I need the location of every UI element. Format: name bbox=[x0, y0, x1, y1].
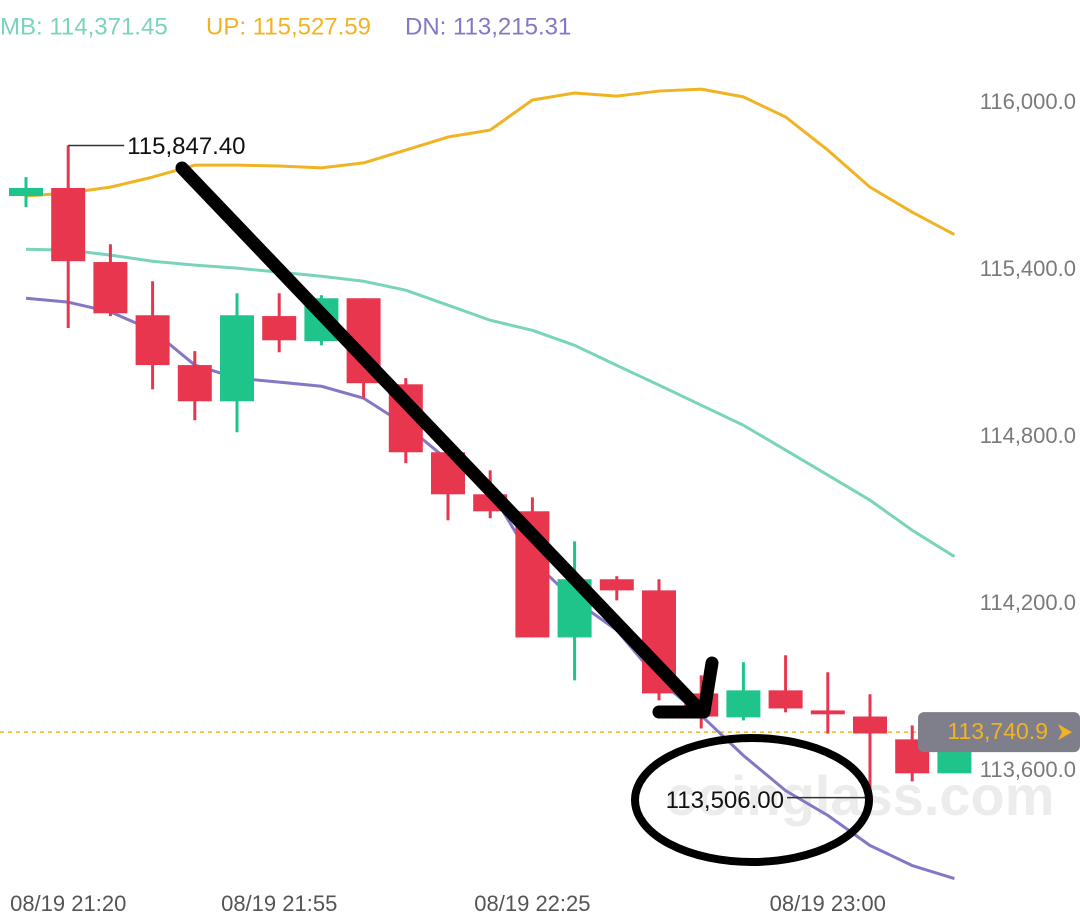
y-tick-label: 113,600.0 bbox=[980, 757, 1076, 782]
candle-body bbox=[220, 315, 254, 402]
candle-body bbox=[853, 716, 887, 734]
x-tick-label: 08/19 23:00 bbox=[770, 891, 886, 916]
plot-back: coinglass.com116,000.0115,400.0114,800.0… bbox=[0, 13, 1076, 916]
candle-body bbox=[93, 262, 128, 314]
drawn-arrow-head bbox=[652, 656, 719, 719]
y-tick-label: 114,200.0 bbox=[980, 590, 1076, 615]
y-tick-label: 115,400.0 bbox=[980, 256, 1076, 281]
candle-body bbox=[810, 710, 845, 715]
plot: 115,847.40 113,506.00 113,740.9 bbox=[9, 87, 1080, 880]
y-tick-label: 114,800.0 bbox=[980, 423, 1076, 448]
drawn-arrow bbox=[175, 161, 705, 715]
candle-body bbox=[135, 315, 170, 366]
candle-body bbox=[768, 690, 803, 709]
annotation-label: 113,506.00 bbox=[666, 787, 784, 814]
legend-entry: DN: 113,215.31 bbox=[405, 13, 571, 40]
legend-entry: UP: 115,527.59 bbox=[206, 13, 371, 40]
x-tick-label: 08/19 21:20 bbox=[10, 891, 126, 916]
current-price-label: 113,740.9 bbox=[947, 718, 1048, 744]
candle-body bbox=[262, 316, 297, 341]
current-price-pointer bbox=[1058, 724, 1072, 741]
candle-body bbox=[177, 365, 212, 402]
band-line bbox=[25, 247, 956, 558]
candle-body bbox=[51, 187, 86, 262]
x-tick-label: 08/19 21:55 bbox=[221, 891, 337, 916]
candle-body bbox=[9, 187, 43, 197]
current-price-tag bbox=[918, 712, 1080, 753]
candle-body bbox=[726, 690, 761, 718]
y-tick-label: 116,000.0 bbox=[980, 89, 1076, 114]
hand-drawing bbox=[175, 161, 873, 866]
candle-body bbox=[599, 579, 634, 591]
annotation-label: 115,847.40 bbox=[127, 133, 245, 160]
x-tick-label: 08/19 22:25 bbox=[474, 891, 590, 916]
drawn-circle bbox=[631, 734, 873, 866]
legend-entry: MB: 114,371.45 bbox=[0, 13, 168, 40]
band-line bbox=[25, 87, 956, 236]
